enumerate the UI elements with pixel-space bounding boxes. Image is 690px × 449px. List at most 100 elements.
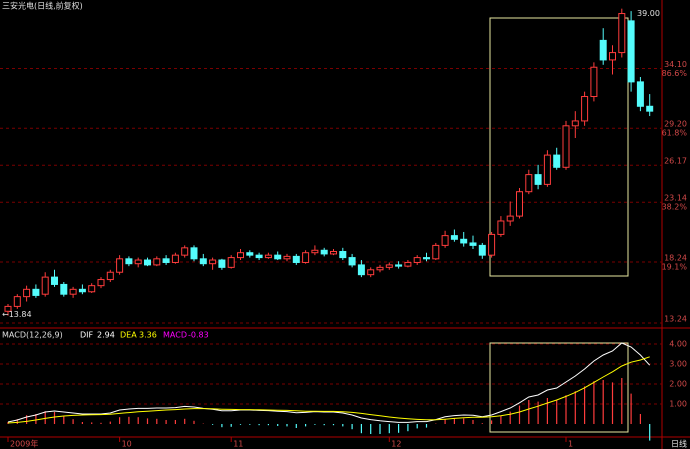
candle-body: [4, 305, 12, 312]
macd-line: [7, 356, 650, 424]
candle-body: [227, 257, 235, 268]
candle-body: [562, 125, 570, 168]
candle-body: [627, 20, 635, 83]
candle-body: [283, 255, 291, 260]
high-annotation: 39.00: [637, 9, 660, 18]
y-tick-label: 26.17: [664, 157, 687, 166]
candle-body: [367, 269, 375, 276]
candle-body: [646, 105, 654, 112]
indicator-title: MACD(12,26,9): [2, 331, 63, 340]
candle-body: [348, 257, 356, 266]
candle-body: [190, 247, 198, 260]
y-tick-label: 13.24: [664, 314, 687, 323]
candle-body: [618, 13, 626, 54]
fib-label: 61.8%: [662, 129, 688, 138]
candle-body: [23, 288, 31, 298]
candle-body: [636, 81, 644, 107]
candle-body: [302, 252, 310, 263]
candle-body: [404, 261, 412, 267]
candle-body: [144, 259, 151, 266]
candle-body: [153, 258, 161, 266]
candle-body: [590, 66, 598, 98]
candle-body: [41, 276, 49, 295]
legend-name: DEA: [120, 331, 137, 340]
x-tick-label: 11: [233, 440, 243, 449]
legend-name: DIF: [80, 331, 94, 340]
legend-value: 3.36: [139, 331, 157, 340]
candle-body: [69, 288, 77, 295]
highlight-box: [489, 342, 629, 433]
candle-body: [162, 258, 170, 263]
y-tick-label: 18.24: [664, 253, 687, 262]
candle-body: [450, 235, 458, 240]
candle-body: [516, 191, 523, 217]
legend-name: MACD: [163, 331, 187, 340]
candle-body: [88, 285, 96, 293]
candle-body: [199, 258, 207, 265]
candle-body: [274, 254, 282, 260]
y-tick-label: 2.00: [669, 380, 687, 389]
candle-body: [311, 249, 319, 254]
candle-body: [60, 283, 68, 295]
candle-body: [320, 249, 328, 255]
y-tick-label: 29.20: [664, 120, 687, 129]
macd-line: [7, 342, 651, 423]
candle-body: [97, 279, 105, 287]
y-tick-label: 3.00: [669, 360, 687, 369]
chart-title: 三安光电(日线,前复权): [2, 1, 83, 11]
x-tick-label: 10: [122, 440, 132, 449]
candle-body: [209, 259, 217, 265]
fib-label: 19.1%: [662, 262, 688, 271]
candle-body: [106, 271, 114, 281]
y-tick-label: 1.00: [669, 400, 687, 409]
candle-body: [218, 259, 226, 268]
candle-body: [488, 233, 496, 256]
candle-body: [13, 296, 21, 307]
candle-body: [543, 154, 551, 185]
candle-body: [506, 215, 514, 222]
x-tick-label: 12: [391, 440, 401, 449]
candle-body: [497, 220, 505, 235]
candle-body: [125, 258, 133, 265]
candle-body: [292, 255, 300, 263]
candle-body: [246, 252, 254, 256]
candle-body: [32, 288, 40, 296]
candle-body: [385, 264, 393, 268]
fib-label: 38.2%: [662, 203, 688, 212]
candle-body: [599, 39, 607, 61]
candle-body: [376, 266, 384, 271]
candle-body: [255, 254, 263, 259]
candle-body: [78, 288, 86, 293]
y-tick-label: 34.10: [664, 60, 687, 69]
y-tick-label: 4.00: [669, 340, 687, 349]
candle-body: [441, 235, 449, 246]
candle-body: [609, 52, 616, 61]
candle-body: [237, 252, 244, 259]
candle-body: [330, 250, 337, 255]
x-tick-label: 2009年: [10, 439, 38, 449]
candle-body: [264, 254, 272, 259]
candle-body: [534, 174, 542, 185]
candle-body: [571, 120, 579, 127]
candle-body: [553, 154, 561, 168]
period-label: 日线: [671, 439, 687, 449]
candle-body: [339, 250, 347, 259]
candle-body: [116, 258, 124, 273]
candle-body: [181, 247, 189, 256]
candle-body: [357, 264, 365, 276]
x-tick-label: 1: [568, 440, 573, 449]
legend-value: -0.83: [188, 331, 209, 340]
fib-label: 86.6%: [662, 69, 688, 78]
candle-body: [423, 257, 430, 260]
candle-body: [469, 242, 477, 246]
candle-body: [581, 96, 589, 122]
candle-body: [525, 174, 533, 193]
y-tick-label: 23.14: [664, 194, 687, 203]
legend-value: 2.94: [97, 331, 115, 340]
candle-body: [413, 257, 421, 263]
candle-body: [134, 259, 142, 265]
candle-body: [460, 238, 468, 244]
candle-body: [171, 254, 179, 263]
low-annotation: ←13.84: [2, 310, 32, 319]
